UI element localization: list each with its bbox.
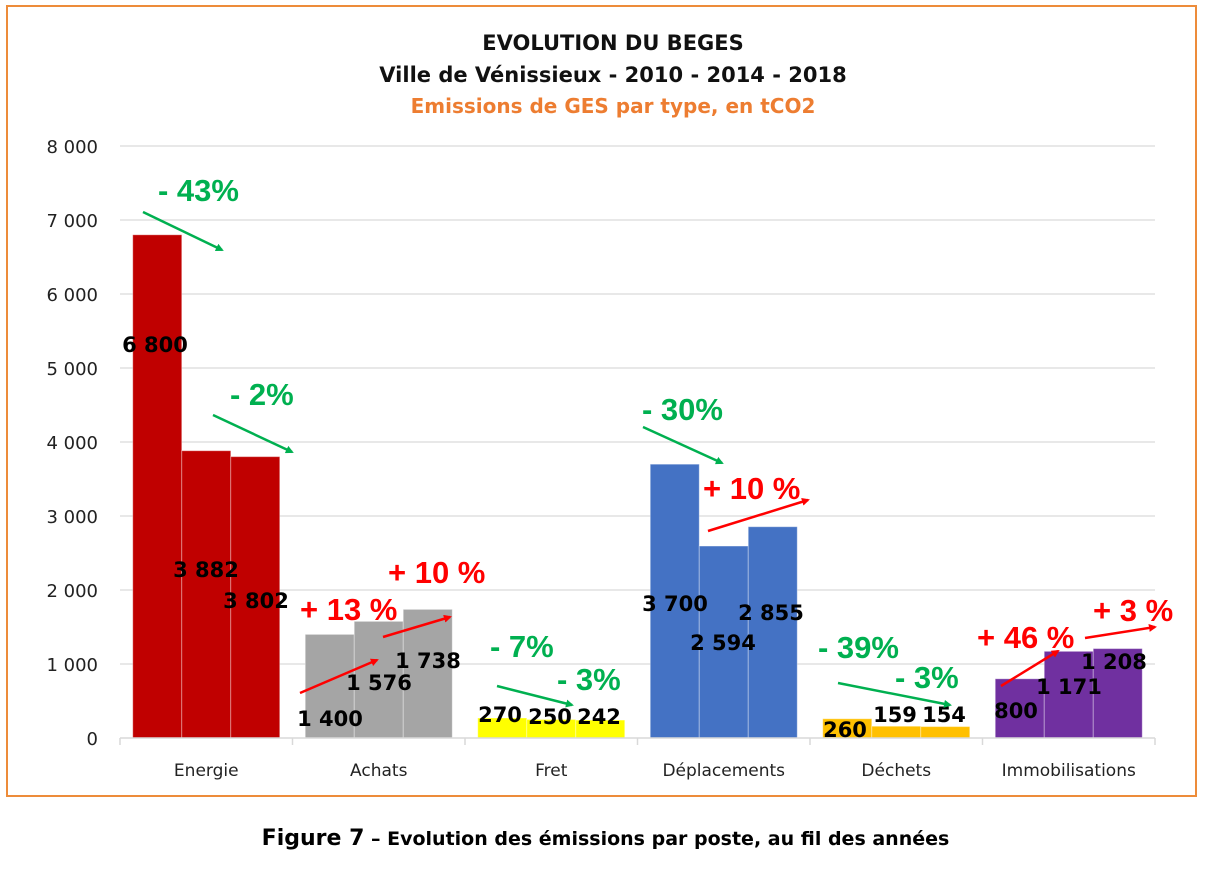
change-annotation: - 3% <box>557 662 621 697</box>
x-tick-label: Déplacements <box>662 761 785 781</box>
x-tick-label: Immobilisations <box>1002 761 1136 781</box>
change-annotation: - 2% <box>230 377 294 412</box>
x-tick-label: Fret <box>535 761 568 781</box>
data-label: 260 <box>823 718 867 742</box>
arrow-up-icon <box>1084 623 1157 640</box>
data-label: 3 700 <box>642 592 708 616</box>
arrow-up-icon <box>707 497 810 533</box>
bars <box>132 234 1143 739</box>
data-label: 800 <box>994 699 1038 723</box>
change-annotation: + 13 % <box>300 592 397 627</box>
data-label: 1 576 <box>346 671 412 695</box>
bar-dechets-2014 <box>871 725 922 739</box>
x-tick-label: Energie <box>174 761 239 781</box>
data-label: 159 <box>873 703 917 727</box>
y-axis: 0 1 000 2 000 3 000 4 000 5 000 6 000 7 000 8 00… <box>46 137 98 750</box>
y-tick-label: 6 000 <box>46 285 98 306</box>
bar-deplacements-2014 <box>698 545 749 739</box>
arrow-up-icon <box>1000 649 1060 688</box>
change-annotation: - 43% <box>158 173 239 208</box>
arrow-down-icon <box>642 425 724 465</box>
y-tick-label: 8 000 <box>46 137 98 158</box>
x-axis: Energie Achats Fret Déplacements Déchets Immo… <box>119 737 1156 781</box>
annotations: - 43%- 2%+ 13 %+ 10 %- 7%- 3%- 30%+ 10 %… <box>142 173 1173 708</box>
change-annotation: - 7% <box>490 629 554 664</box>
arrow-down-icon <box>837 681 952 708</box>
data-label: 6 800 <box>122 333 188 357</box>
figure-caption: Figure 7 – Evolution des émissions par p… <box>0 826 1211 851</box>
data-label: 1 171 <box>1036 675 1102 699</box>
arrow-down-icon <box>496 684 574 708</box>
y-tick-label: 1 000 <box>46 655 98 676</box>
data-label: 242 <box>577 705 621 729</box>
data-label: 2 594 <box>690 631 756 655</box>
data-label: 250 <box>528 705 572 729</box>
change-annotation: + 10 % <box>703 471 800 506</box>
bar-achats-2014 <box>353 620 404 739</box>
change-annotation: + 10 % <box>388 555 485 590</box>
y-tick-label: 7 000 <box>46 211 98 232</box>
y-tick-label: 0 <box>87 729 98 750</box>
arrow-up-icon <box>382 614 452 639</box>
data-label: 1 738 <box>395 649 461 673</box>
y-tick-label: 5 000 <box>46 359 98 380</box>
data-label: 154 <box>922 703 966 727</box>
bar-energie-2010 <box>132 234 183 739</box>
bar-energie-2014 <box>181 450 232 739</box>
data-label: 1 400 <box>297 707 363 731</box>
bar-dechets-2018 <box>920 726 971 739</box>
arrow-down-icon <box>212 413 294 454</box>
figure-label: Figure 7 <box>261 826 365 851</box>
change-annotation: - 3% <box>895 660 959 695</box>
data-label: 2 855 <box>738 601 804 625</box>
bar-immobilisations-2014 <box>1043 650 1094 739</box>
change-annotation: + 3 % <box>1093 593 1173 628</box>
bar-energie-2018 <box>230 456 281 739</box>
bar-immobilisations-2018 <box>1092 648 1143 739</box>
arrow-down-icon <box>142 210 224 252</box>
y-tick-label: 2 000 <box>46 581 98 602</box>
figure-caption-text: – Evolution des émissions par poste, au … <box>364 828 950 850</box>
y-tick-label: 3 000 <box>46 507 98 528</box>
y-tick-label: 4 000 <box>46 433 98 454</box>
bar-deplacements-2010 <box>649 463 700 739</box>
chart-title: EVOLUTION DU BEGES <box>482 31 744 55</box>
chart-subtitle: Ville de Vénissieux - 2010 - 2014 - 2018 <box>379 63 846 87</box>
change-annotation: + 46 % <box>977 620 1074 655</box>
data-label: 270 <box>478 703 522 727</box>
change-annotation: - 39% <box>818 630 899 665</box>
gridlines <box>120 145 1155 665</box>
chart-subtitle-units: Emissions de GES par type, en tCO2 <box>411 94 816 118</box>
chart: EVOLUTION DU BEGES Ville de Vénissieux -… <box>46 31 1173 781</box>
bar-deplacements-2018 <box>747 526 798 739</box>
x-tick-label: Déchets <box>861 761 931 781</box>
arrow-up-icon <box>299 658 379 695</box>
data-label: 3 802 <box>223 589 289 613</box>
x-tick-label: Achats <box>350 761 408 781</box>
data-label: 3 882 <box>173 558 239 582</box>
data-label: 1 208 <box>1081 650 1147 674</box>
change-annotation: - 30% <box>642 392 723 427</box>
